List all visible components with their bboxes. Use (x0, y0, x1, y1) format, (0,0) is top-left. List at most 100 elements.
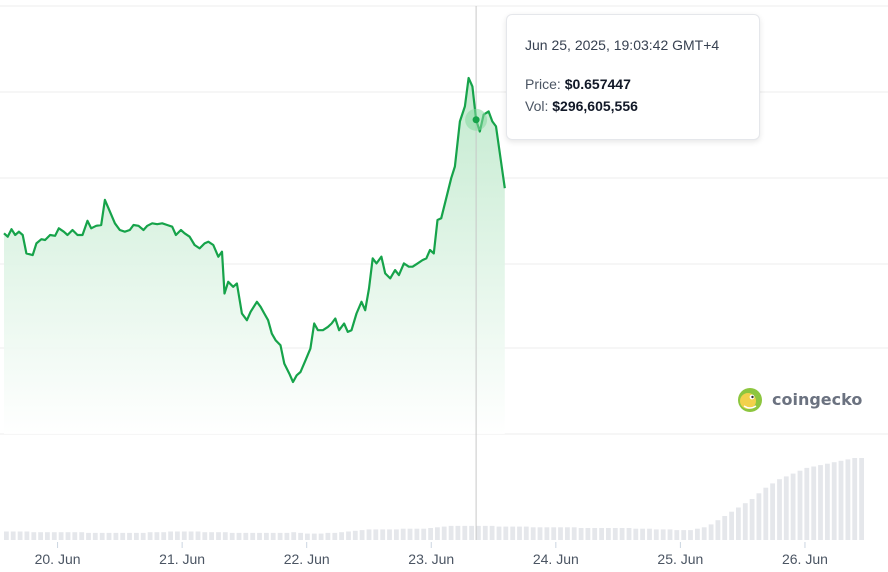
volume-bar (250, 532, 256, 540)
volume-bar (120, 532, 126, 540)
volume-bar (298, 532, 303, 540)
tooltip-price-value: $0.657447 (564, 76, 631, 92)
volume-bar (510, 526, 516, 540)
volume-bar (92, 532, 98, 540)
volume-bar (414, 528, 420, 540)
volume-bar (352, 530, 358, 540)
volume-bar (51, 532, 57, 540)
volume-bar (45, 532, 50, 540)
volume-bar (380, 529, 386, 540)
volume-bar (489, 525, 495, 540)
volume-bar (551, 527, 557, 540)
volume-bar (277, 532, 283, 540)
volume-bar (407, 528, 413, 540)
volume-bar (373, 529, 379, 540)
volume-bar (236, 532, 242, 540)
volume-bar (783, 476, 789, 540)
x-tick-label: 24. Jun (533, 551, 579, 567)
volume-bar (99, 532, 105, 540)
volume-bar (695, 528, 700, 540)
volume-bar (455, 525, 461, 540)
volume-bar (681, 530, 687, 540)
volume-bar (4, 531, 9, 540)
volume-bar (831, 462, 837, 540)
volume-bar (38, 532, 43, 540)
tooltip-price-row: Price: $0.657447 (525, 76, 759, 92)
volume-bar (366, 529, 372, 540)
volume-bar (428, 528, 433, 540)
x-tick-label: 26. Jun (782, 551, 828, 567)
volume-bar (626, 528, 632, 540)
volume-bar (441, 526, 447, 540)
volume-bar (10, 531, 16, 540)
volume-bar (72, 532, 78, 540)
volume-bar (359, 530, 365, 540)
volume-bar (462, 525, 468, 540)
volume-bar (469, 525, 474, 540)
volume-bar (667, 529, 673, 540)
price-area-fill (4, 78, 505, 434)
volume-bar (749, 499, 755, 540)
volume-bar (58, 532, 64, 540)
tooltip-vol-label: Vol: (525, 98, 549, 114)
volume-bar (24, 531, 30, 540)
volume-bar (537, 527, 543, 540)
x-tick-label: 23. Jun (408, 551, 454, 567)
volume-bar (845, 459, 851, 540)
price-tooltip: Jun 25, 2025, 19:03:42 GMT+4 Price: $0.6… (506, 14, 760, 140)
volume-bar (503, 526, 509, 540)
volume-bar (202, 532, 208, 540)
volume-bar (394, 529, 399, 540)
coingecko-gecko-icon (738, 388, 762, 412)
tooltip-vol-value: $296,605,556 (552, 98, 638, 114)
volume-bar (790, 473, 796, 540)
volume-bar (838, 460, 844, 540)
volume-bar (86, 532, 91, 540)
volume-bar (339, 532, 344, 540)
volume-bar (65, 532, 71, 540)
volume-bar (756, 493, 762, 540)
hover-marker[interactable] (472, 116, 480, 124)
volume-bar (127, 532, 132, 540)
volume-bar (763, 487, 769, 540)
volume-bar (325, 532, 331, 540)
price-line (3, 76, 506, 384)
tooltip-price-label: Price: (525, 76, 561, 92)
volume-bar (701, 527, 707, 540)
x-tick-label: 20. Jun (35, 551, 81, 567)
volume-bar (825, 463, 830, 540)
volume-bar (742, 503, 748, 540)
volume-bar (257, 532, 262, 540)
volume-bar (17, 531, 23, 540)
volume-bar (770, 483, 775, 540)
x-tick-label: 21. Jun (159, 551, 205, 567)
volume-bar (79, 532, 85, 540)
volume-bar (633, 528, 639, 540)
volume-bar (140, 532, 146, 540)
volume-bar (346, 531, 351, 540)
volume-bar (222, 532, 228, 540)
volume-bar (134, 532, 139, 540)
volume-bar (592, 528, 598, 540)
volume-bar (715, 520, 721, 540)
volume-bar (729, 511, 734, 540)
volume-bar (647, 528, 652, 540)
tooltip-vol-row: Vol: $296,605,556 (525, 98, 759, 114)
volume-bar (318, 533, 324, 540)
volume-bar (578, 528, 584, 540)
volume-bar (243, 532, 249, 540)
volume-bar (496, 526, 502, 540)
volume-bar (797, 470, 803, 540)
volume-bar (640, 528, 645, 540)
volume-bar (168, 531, 173, 540)
volume-bar (736, 507, 741, 540)
volume-bar (147, 532, 153, 540)
volume-bar (264, 532, 269, 540)
volume-bar (106, 532, 112, 540)
volume-bar (653, 529, 659, 540)
volume-bar (270, 532, 276, 540)
x-tick-label: 22. Jun (284, 551, 330, 567)
volume-bar (859, 458, 864, 540)
volume-bar (311, 533, 317, 540)
